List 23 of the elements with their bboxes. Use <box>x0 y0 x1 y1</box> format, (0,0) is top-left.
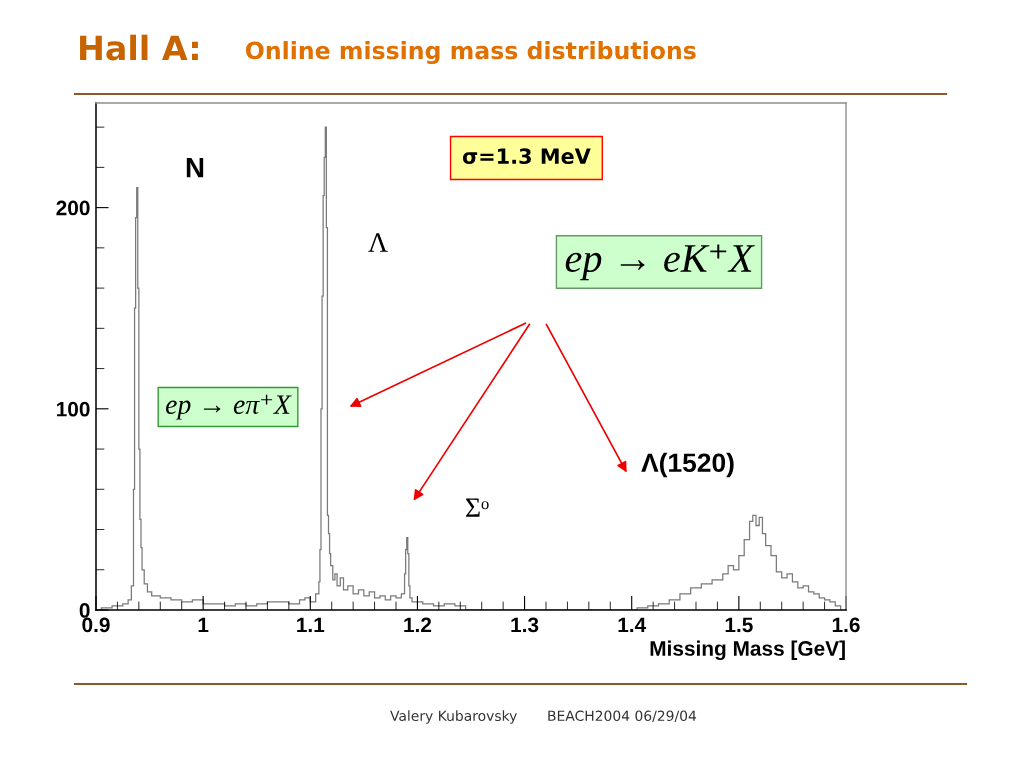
x-tick-label: 1.3 <box>511 617 539 633</box>
x-tick-label: 1.2 <box>404 617 432 633</box>
x-tick-label: 1.6 <box>832 617 860 633</box>
text: BEACH2004 06/29/04 <box>548 710 697 723</box>
annotation: ep → eπ⁺X <box>165 394 292 420</box>
x-axis-title: Missing Mass [GeV] <box>650 640 845 661</box>
y-tick-label: 0 <box>79 603 90 618</box>
annotation: Λ(1520) <box>641 452 734 478</box>
x-tick-label: 0.9 <box>82 617 110 633</box>
chart-title: Hall A: <box>80 34 198 61</box>
y-tick-label: 100 <box>57 401 90 417</box>
annotation: N <box>186 158 204 178</box>
chart-subtitle: Online missing mass distributions <box>245 41 696 65</box>
x-tick-label: 1.5 <box>725 617 753 633</box>
annotation: Σᵒ <box>466 498 489 517</box>
text: Valery Kubarovsky <box>390 710 517 724</box>
annotation: Λ <box>368 233 388 252</box>
annotation: ep → eK⁺X <box>565 244 755 281</box>
x-tick-label: 1.1 <box>297 617 325 633</box>
x-tick-label: 1 <box>198 617 209 633</box>
y-tick-label: 200 <box>56 200 90 216</box>
annotation: σ=1.3 MeV <box>462 148 591 165</box>
x-tick-label: 1.4 <box>618 617 647 633</box>
